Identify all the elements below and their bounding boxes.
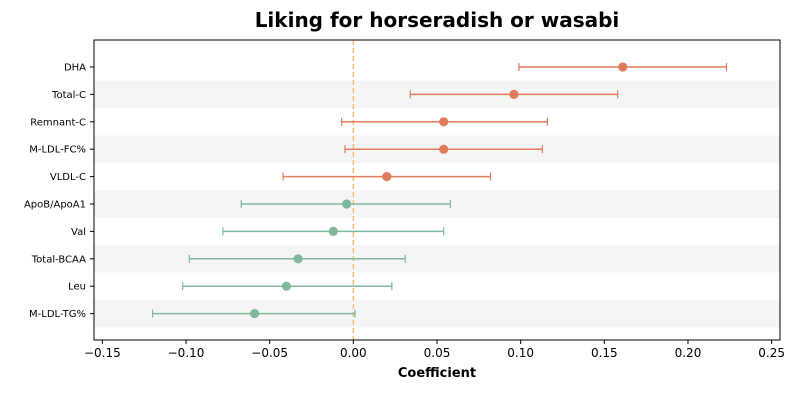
y-tick-label: DHA — [64, 63, 86, 74]
y-tick-label: M-LDL-FC% — [29, 145, 86, 156]
estimate-point — [439, 117, 449, 127]
y-tick-label: VLDL-C — [50, 172, 86, 183]
y-tick-label: Total-C — [51, 90, 86, 101]
x-tick-label: 0.20 — [675, 346, 702, 360]
estimate-point — [293, 254, 303, 264]
x-axis-label: Coefficient — [397, 366, 477, 381]
x-tick-label: 0.25 — [758, 346, 785, 360]
estimate-point — [439, 144, 449, 154]
x-ticks: −0.15 −0.10 −0.05 0.00 0.05 0.10 0.15 0.20 0.25 — [84, 340, 785, 360]
estimate-point — [382, 172, 392, 182]
y-tick-label: Total-BCAA — [31, 254, 86, 265]
estimate-point — [281, 281, 292, 291]
x-tick-label: 0.00 — [340, 346, 367, 360]
y-tick-labels: DHA Total-C Remnant-C M-LDL-FC% VLDL-C ApoB/A… — [24, 63, 94, 320]
x-tick-label: −0.05 — [251, 346, 288, 360]
y-tick-label: ApoB/ApoA1 — [24, 200, 86, 211]
x-tick-label: 0.15 — [591, 346, 618, 360]
estimate-point — [509, 89, 519, 99]
y-tick-label: Val — [71, 227, 86, 238]
x-tick-label: 0.05 — [424, 346, 451, 360]
estimate-point — [328, 226, 338, 236]
estimate-point — [342, 199, 352, 209]
x-tick-label: −0.10 — [168, 346, 205, 360]
y-tick-label: Leu — [68, 282, 86, 293]
y-tick-label: M-LDL-TG% — [29, 309, 86, 320]
estimate-point — [618, 62, 628, 72]
x-tick-label: −0.15 — [84, 346, 121, 360]
chart-title: Liking for horseradish or wasabi — [254, 8, 620, 32]
estimate-point — [250, 309, 260, 319]
y-tick-label: Remnant-C — [30, 117, 86, 128]
x-tick-label: 0.10 — [507, 346, 534, 360]
estimate-points — [250, 62, 628, 319]
